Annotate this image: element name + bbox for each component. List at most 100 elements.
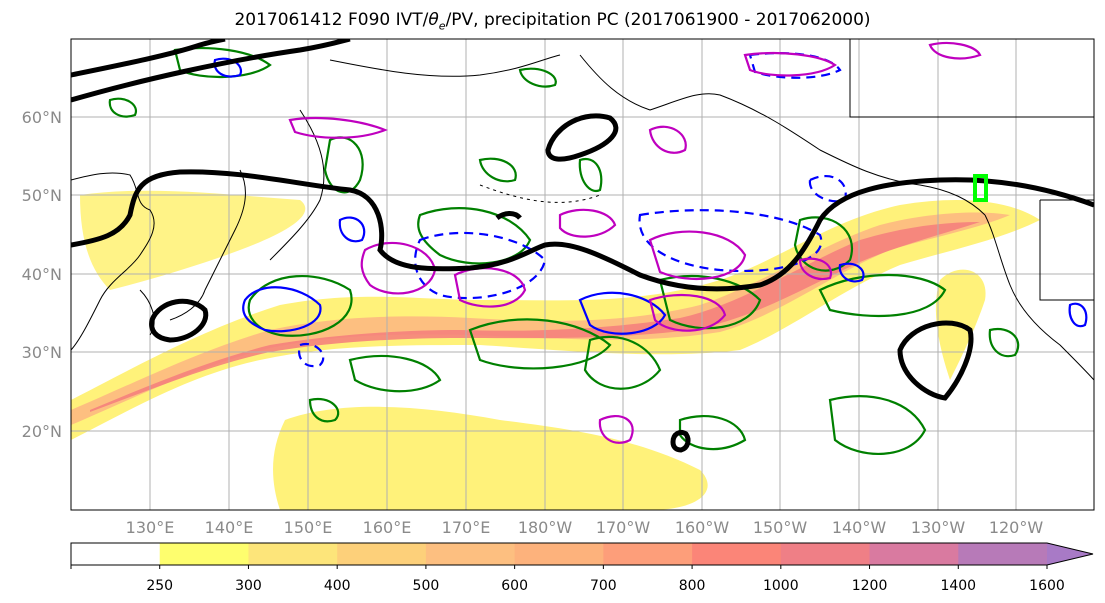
blue-contour-6: [1068, 302, 1088, 328]
coast-north-america: [984, 214, 1094, 381]
colorbar-label: 1600: [1029, 578, 1065, 594]
green-contour-13: [108, 97, 138, 118]
pv-contour-north-2: [71, 39, 226, 78]
lat-labels: 60°N 50°N 40°N 30°N 20°N: [22, 108, 62, 441]
green-contour-4: [468, 318, 612, 370]
lat-label-40: 40°N: [22, 265, 62, 284]
colorbar-swatch: [425, 543, 516, 565]
colorbar-ticks: [70, 565, 1048, 569]
lon-label-140w: 140°W: [832, 518, 887, 537]
magenta-contour-4: [648, 293, 727, 332]
colorbar-swatch: [248, 543, 338, 565]
lon-label-130w: 130°W: [911, 518, 966, 537]
title-prefix: 2017061412 F090 IVT/: [234, 10, 429, 30]
green-contour-16: [518, 67, 557, 88]
magenta-contour-5: [558, 208, 617, 238]
lon-labels: 130°E 140°E 150°E 160°E 170°E 180°W 170°…: [126, 518, 1044, 537]
map-grid: [71, 39, 1094, 510]
pv-contour-small-arc: [495, 211, 522, 221]
magenta-contour-8: [648, 125, 687, 154]
colorbar-swatch: [692, 543, 782, 565]
green-contour-6: [658, 274, 762, 330]
colorbar-swatch: [159, 543, 249, 565]
lon-label-170w: 170°W: [596, 518, 651, 537]
blue-dashed-contour-5: [297, 342, 325, 368]
lon-label-120w: 120°W: [989, 518, 1044, 537]
figure-title: 2017061412 F090 IVT/θe/PV, precipitation…: [0, 10, 1105, 32]
lon-label-150w: 150°W: [753, 518, 808, 537]
green-contour-15: [578, 157, 603, 193]
blue-contour-5: [838, 262, 865, 283]
colorbar-label: 600: [501, 578, 528, 594]
blue-contour-4: [213, 57, 243, 78]
blue-dashed-contour-1: [414, 231, 547, 300]
colorbar-labels: 250 300 400 500 600 700 800 1000 1200 1400 1600: [146, 578, 1064, 594]
lat-label-50: 50°N: [22, 186, 62, 205]
magenta-contour-11: [798, 257, 833, 281]
title-theta: θ: [428, 10, 439, 30]
lat-label-30: 30°N: [22, 343, 62, 362]
coast-alaska: [579, 54, 986, 216]
colorbar-swatch: [603, 543, 693, 565]
border-canada: [849, 39, 1094, 118]
green-contour-17: [308, 397, 340, 423]
pv-contours: [71, 39, 1094, 453]
blue-contour-1: [242, 286, 322, 333]
magenta-contour-3: [648, 230, 747, 281]
pv-contour-japan-low: [149, 298, 209, 343]
station-marker: [973, 174, 988, 202]
coast-japan: [169, 169, 246, 321]
colorbar-swatch: [71, 543, 161, 565]
green-contour-11: [173, 47, 272, 78]
pv-contour-main: [71, 169, 1094, 292]
colorbar-label: 800: [679, 578, 706, 594]
lat-label-20: 20°N: [22, 422, 62, 441]
map-frame: [70, 38, 1095, 511]
title-suffix: /PV, precipitation PC (2017061900 - 2017…: [445, 10, 871, 30]
lon-label-150e: 150°E: [284, 518, 333, 537]
ivt-fill-core: [90, 222, 980, 412]
colorbar-label: 250: [146, 578, 173, 594]
coast-asia: [71, 172, 155, 351]
border-states: [1039, 200, 1094, 301]
colorbar-swatch: [514, 543, 604, 565]
green-contour-18: [988, 327, 1020, 358]
colorbar-swatch: [958, 543, 1048, 565]
magenta-contour-10: [928, 41, 982, 60]
colorbar-label: 500: [413, 578, 440, 594]
lon-label-180w: 180°W: [518, 518, 573, 537]
green-contour-9: [828, 395, 927, 456]
magenta-contour-1: [360, 241, 437, 295]
lon-label-130e: 130°E: [126, 518, 175, 537]
colorbar-frame: [70, 542, 1094, 566]
magenta-contour-6: [288, 116, 388, 139]
magenta-contour-7: [743, 51, 838, 77]
colorbar-swatch: [869, 543, 959, 565]
colorbar-swatch: [337, 543, 427, 565]
green-contour-10: [348, 354, 442, 393]
blue-contours: [213, 57, 1088, 335]
pv-contour-east-low: [897, 320, 974, 401]
colorbar-swatches: [71, 543, 1093, 565]
green-contour-5: [583, 335, 662, 390]
ivt-fill-tropical: [273, 406, 708, 510]
colorbar-label: 1200: [852, 578, 888, 594]
lat-label-60: 60°N: [22, 108, 62, 127]
colorbar-label: 1400: [940, 578, 976, 594]
magenta-contour-9: [598, 415, 634, 444]
pv-contour-north: [71, 39, 351, 103]
colorbar-label: 1000: [763, 578, 799, 594]
ivt-fill-northwest: [80, 190, 306, 290]
lon-label-160w: 160°W: [675, 518, 730, 537]
blue-contour-2: [578, 291, 667, 335]
lon-label-140e: 140°E: [205, 518, 254, 537]
blue-contour-3: [338, 216, 366, 243]
coast-aleutians: [479, 184, 601, 203]
colorbar-label: 400: [324, 578, 351, 594]
lon-label-170e: 170°E: [442, 518, 491, 537]
colorbar-label: 700: [590, 578, 617, 594]
pv-contour-alaska-low: [545, 113, 619, 162]
colorbar-label: 300: [235, 578, 262, 594]
coast-chukotka: [329, 54, 561, 77]
